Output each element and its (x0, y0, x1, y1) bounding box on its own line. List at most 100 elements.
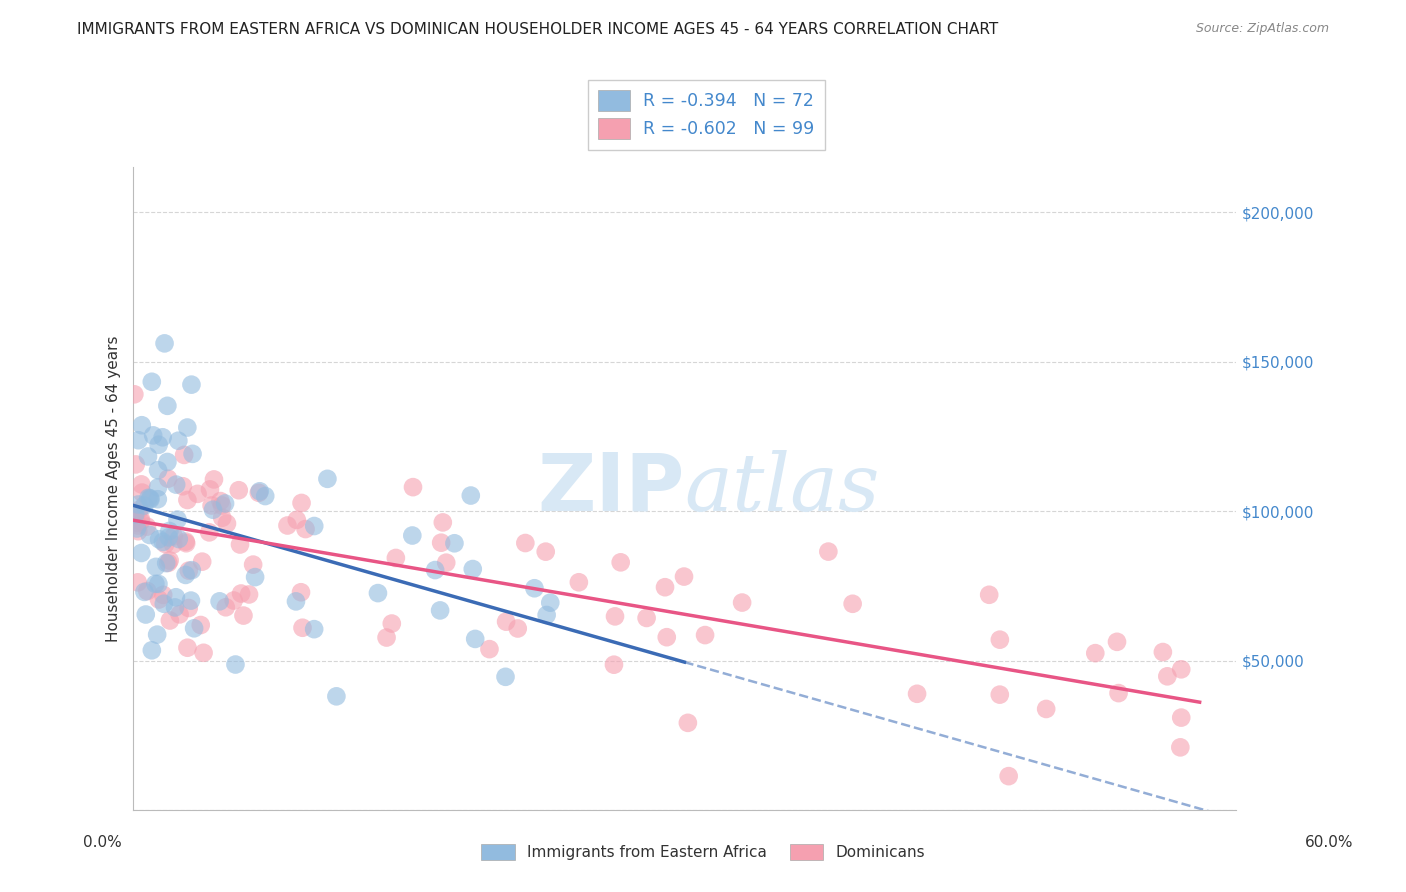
Point (997, 769, 1019, 783)
Point (190, 618, 212, 632)
Point (1170, 662, 1192, 676)
Point (211, 510, 233, 524)
Point (193, 646, 215, 660)
Point (209, 494, 232, 508)
Point (128, 502, 150, 516)
Point (325, 690, 347, 704)
Point (172, 479, 194, 493)
Point (198, 483, 221, 497)
Point (145, 560, 167, 574)
Point (136, 450, 159, 464)
Point (169, 607, 191, 622)
Point (841, 597, 863, 611)
Point (464, 632, 486, 646)
Point (655, 630, 678, 644)
Point (131, 477, 153, 491)
Point (1170, 740, 1192, 755)
Point (434, 556, 457, 570)
Point (495, 670, 517, 684)
Point (148, 577, 170, 591)
Point (215, 600, 238, 615)
Point (432, 516, 454, 530)
Point (385, 551, 408, 566)
Point (460, 489, 482, 503)
Point (136, 519, 159, 533)
Point (375, 631, 398, 645)
Point (302, 519, 325, 533)
Point (129, 512, 152, 526)
Point (367, 586, 389, 600)
Point (817, 544, 839, 558)
Point (988, 688, 1011, 702)
Point (146, 480, 169, 494)
Point (285, 594, 308, 608)
Point (228, 483, 250, 498)
Point (495, 615, 517, 629)
Point (249, 484, 271, 499)
Point (142, 428, 165, 442)
Point (165, 477, 187, 491)
Point (156, 455, 179, 469)
Text: 0.0%: 0.0% (83, 836, 122, 850)
Point (139, 491, 162, 506)
Point (214, 496, 236, 510)
Point (124, 387, 146, 401)
Point (159, 614, 181, 628)
Point (148, 533, 170, 547)
Point (202, 502, 225, 516)
Point (401, 528, 423, 542)
Point (165, 591, 187, 605)
Point (127, 518, 149, 533)
Point (429, 603, 451, 617)
Point (515, 536, 537, 550)
Point (139, 492, 162, 507)
Point (443, 536, 465, 550)
Point (134, 499, 156, 513)
Point (191, 555, 214, 569)
Point (294, 522, 316, 536)
Point (1108, 686, 1130, 700)
Point (603, 657, 626, 672)
Point (609, 555, 631, 569)
Point (159, 553, 181, 567)
Point (177, 564, 200, 578)
Point (654, 580, 676, 594)
Point (180, 563, 202, 577)
Point (316, 472, 339, 486)
Point (568, 575, 591, 590)
Point (423, 563, 446, 577)
Point (905, 687, 928, 701)
Point (174, 568, 197, 582)
Point (1152, 645, 1174, 659)
Point (176, 420, 198, 434)
Point (167, 532, 190, 546)
Point (127, 498, 149, 512)
Point (173, 448, 195, 462)
Y-axis label: Householder Income Ages 45 - 64 years: Householder Income Ages 45 - 64 years (107, 335, 121, 642)
Point (430, 535, 453, 549)
Point (138, 491, 160, 505)
Point (127, 524, 149, 539)
Point (141, 643, 163, 657)
Point (254, 489, 277, 503)
Point (290, 496, 312, 510)
Point (979, 588, 1001, 602)
Legend: Immigrants from Eastern Africa, Dominicans: Immigrants from Eastern Africa, Dominica… (475, 838, 931, 866)
Point (162, 537, 184, 551)
Point (131, 418, 153, 433)
Point (693, 628, 716, 642)
Point (136, 584, 159, 599)
Point (276, 518, 298, 533)
Text: atlas: atlas (685, 450, 880, 527)
Point (1170, 710, 1192, 724)
Point (461, 562, 484, 576)
Point (242, 558, 264, 572)
Point (127, 434, 149, 448)
Text: ZIP: ZIP (537, 450, 685, 528)
Point (146, 463, 169, 477)
Point (167, 434, 190, 448)
Point (145, 577, 167, 591)
Point (176, 640, 198, 655)
Point (201, 499, 224, 513)
Point (124, 506, 146, 520)
